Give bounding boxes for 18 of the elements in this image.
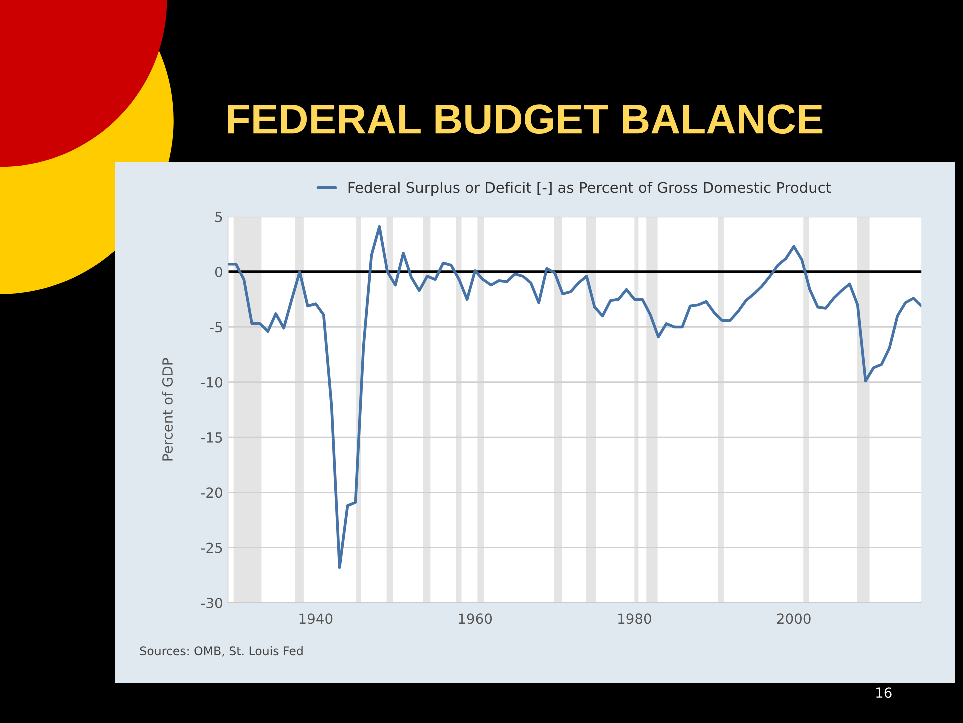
y-tick-label: -25 [201, 542, 222, 554]
y-tick-label: 0 [215, 267, 222, 278]
chart-title: FEDERAL BUDGET BALANCE [228, 104, 823, 134]
x-tick-label: 1940 [300, 614, 333, 624]
y-tick-label: -10 [201, 377, 222, 388]
y-tick-label: -20 [201, 488, 222, 498]
y-tick-label: -5 [210, 322, 222, 333]
y-tick-label: -15 [201, 432, 222, 443]
line-series [228, 225, 922, 570]
x-tick-label: 1980 [618, 614, 652, 624]
x-tick-label: 2000 [777, 614, 811, 624]
y-tick-label: -30 [201, 598, 222, 608]
legend-label: Federal Surplus or Deficit [-] as Percent of Gross Domestic Product [348, 182, 832, 196]
y-axis-title: Percent of GDP [162, 358, 173, 461]
text: 16 [876, 688, 892, 698]
y-tick-label: 5 [216, 212, 222, 222]
source-note: Sources: OMB, St. Louis Fed [140, 646, 303, 657]
x-tick-label: 1960 [459, 614, 492, 624]
